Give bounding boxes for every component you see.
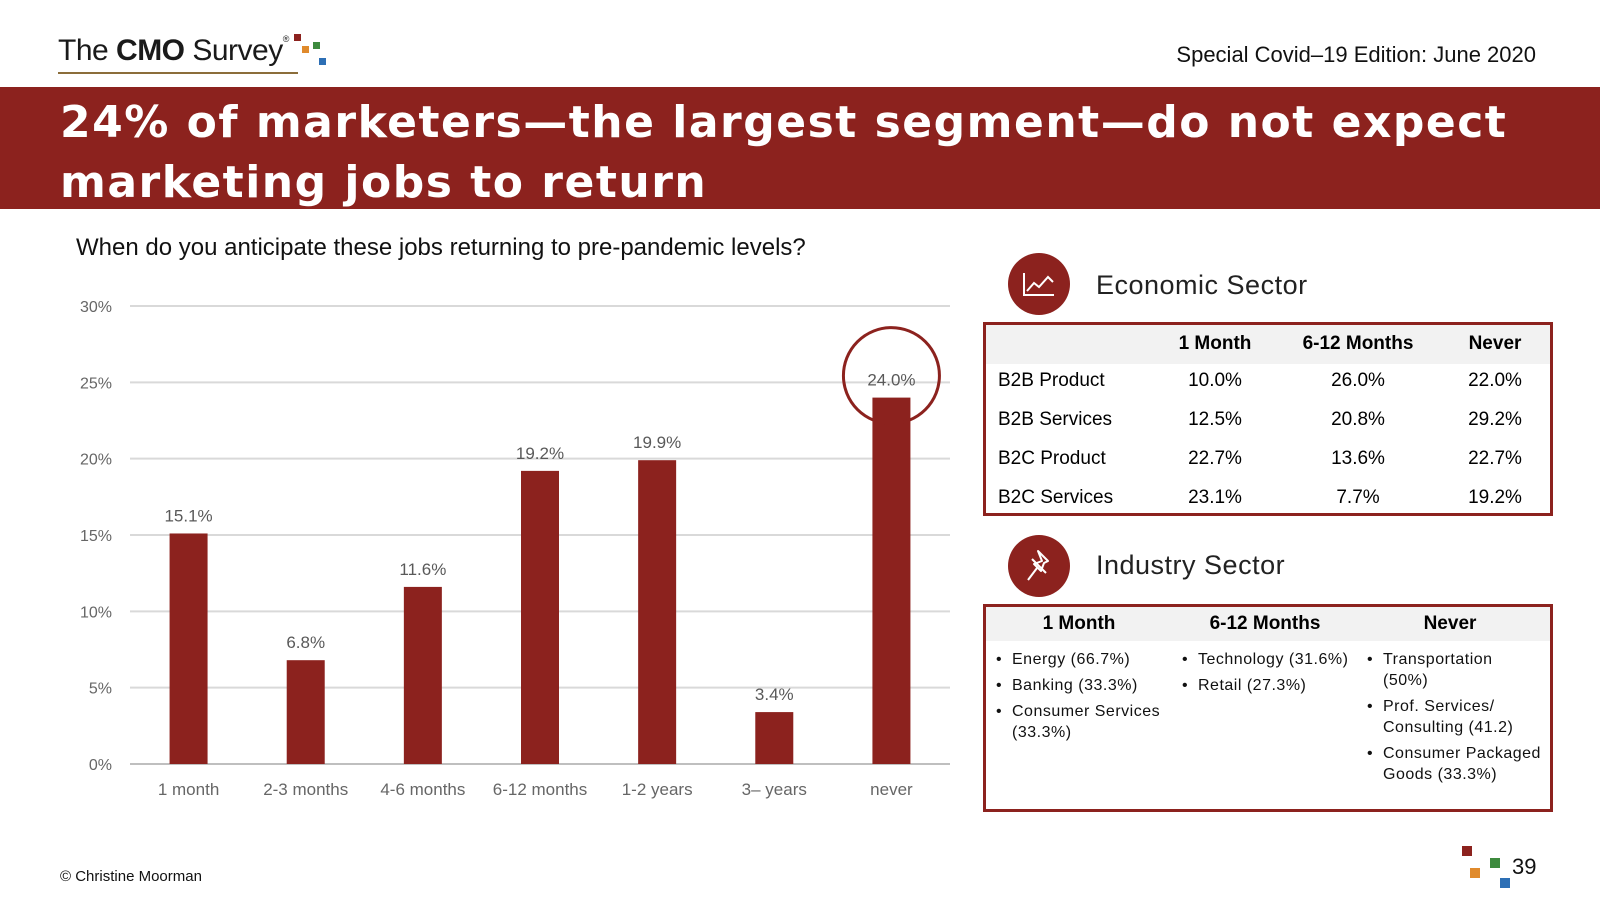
industry-list-item: Consumer Services (33.3%): [996, 701, 1171, 743]
bar: [638, 460, 677, 764]
copyright: © Christine Moorman: [60, 868, 202, 885]
economic-cell: 12.5%: [1188, 409, 1242, 430]
economic-row-label: B2B Product: [998, 370, 1105, 391]
economic-cell: 13.6%: [1331, 448, 1385, 469]
x-tick-label: 1 month: [158, 780, 219, 799]
economic-cell: 29.2%: [1468, 409, 1522, 430]
industry-sector-table: 1 Month 6-12 Months Never Energy (66.7%) Ban…: [983, 604, 1553, 812]
data-label: 3.4%: [755, 685, 794, 704]
page-number: 39: [1512, 854, 1537, 879]
logo-wordmark: The CMO Survey®: [58, 34, 289, 67]
bar: [403, 586, 442, 764]
data-label: 11.6%: [399, 560, 446, 579]
y-tick-label: 15%: [80, 528, 112, 545]
industry-list: Energy (66.7%) Banking (33.3%) Consumer Se…: [996, 649, 1171, 748]
industry-list-item: Consumer Packaged Goods (33.3%): [1367, 743, 1542, 785]
y-tick-label: 25%: [80, 375, 112, 392]
industry-sector-title: Industry Sector: [1096, 550, 1286, 580]
page-title: 24% of marketers—the largest segment—do …: [60, 97, 1508, 208]
industry-col-header: Never: [1423, 613, 1477, 634]
highlight-circle: [841, 326, 941, 426]
logo-square-red: [294, 34, 301, 41]
data-label: 6.8%: [286, 633, 325, 652]
y-tick-label: 5%: [89, 681, 112, 698]
data-label: 19.9%: [633, 433, 681, 452]
economic-table-header: [986, 325, 1550, 364]
economic-col-header: 1 Month: [1178, 333, 1252, 354]
economic-row-label: B2B Services: [998, 409, 1113, 430]
title-banner: 24% of marketers—the largest segment—do …: [0, 87, 1600, 209]
x-tick-label: 2-3 months: [263, 780, 348, 799]
industry-col-header: 1 Month: [1042, 613, 1116, 634]
edition-label: Special Covid–19 Edition: June 2020: [1176, 42, 1536, 67]
economic-row-label: B2C Services: [998, 487, 1114, 508]
data-label: 15.1%: [164, 506, 212, 525]
economic-col-header: Never: [1468, 333, 1522, 354]
economic-row-label: B2C Product: [998, 448, 1106, 469]
x-tick-label: 3– years: [742, 780, 807, 799]
bar: [286, 660, 325, 764]
economic-cell: 22.7%: [1468, 448, 1522, 469]
economic-col-header: 6-12 Months: [1302, 333, 1414, 354]
industry-col-header: 6-12 Months: [1209, 613, 1321, 634]
industry-list-item: Transportation (50%): [1367, 649, 1542, 691]
industry-list: Transportation (50%) Prof. Services/ Cons…: [1367, 649, 1542, 790]
industry-list-item: Retail (27.3%): [1182, 675, 1357, 696]
y-tick-label: 30%: [80, 299, 112, 316]
bar: [169, 533, 208, 764]
data-label: 19.2%: [516, 444, 564, 463]
industry-list: Technology (31.6%) Retail (27.3%): [1182, 649, 1357, 701]
survey-question: When do you anticipate these jobs return…: [76, 234, 806, 261]
economic-sector-table: 1 Month 6-12 Months Never B2B Product 10.0% 2…: [983, 322, 1553, 516]
economic-cell: 22.7%: [1188, 448, 1242, 469]
y-tick-label: 0%: [89, 757, 112, 774]
footer-square-orange: [1470, 868, 1480, 878]
x-tick-label: 1-2 years: [622, 780, 693, 799]
economic-cell: 23.1%: [1188, 487, 1242, 508]
footer-square-red: [1462, 846, 1472, 856]
economic-cell: 20.8%: [1331, 409, 1385, 430]
industry-table-header: [986, 607, 1550, 641]
cmo-survey-logo: The CMO Survey®: [58, 34, 358, 74]
y-tick-label: 10%: [80, 604, 112, 621]
pushpin-icon: [1008, 535, 1070, 597]
logo-square-blue: [319, 58, 326, 65]
industry-list-item: Energy (66.7%): [996, 649, 1171, 670]
line-chart-icon: [1008, 253, 1070, 315]
economic-cell: 26.0%: [1331, 370, 1385, 391]
economic-cell: 7.7%: [1336, 487, 1380, 508]
logo-square-green: [313, 42, 320, 49]
bar: [872, 397, 911, 764]
y-tick-label: 20%: [80, 452, 112, 469]
economic-sector-title: Economic Sector: [1096, 270, 1308, 300]
x-tick-label: never: [870, 780, 913, 799]
bar: [755, 712, 794, 764]
data-label: 24.0%: [867, 371, 915, 390]
footer-square-green: [1490, 858, 1500, 868]
industry-list-item: Prof. Services/ Consulting (41.2): [1367, 696, 1542, 738]
economic-cell: 10.0%: [1188, 370, 1242, 391]
industry-list-item: Banking (33.3%): [996, 675, 1171, 696]
industry-list-item: Technology (31.6%): [1182, 649, 1357, 670]
bar-chart: 0% 5% 10% 15% 20% 25% 30% 15.1% 1 month 6.8% 2-3 m…: [80, 299, 950, 799]
x-tick-label: 4-6 months: [380, 780, 465, 799]
bar: [521, 470, 559, 764]
x-tick-label: 6-12 months: [493, 780, 588, 799]
economic-cell: 22.0%: [1468, 370, 1522, 391]
footer-square-blue: [1500, 878, 1510, 888]
economic-cell: 19.2%: [1468, 487, 1522, 508]
logo-underline: [58, 72, 298, 74]
logo-square-orange: [302, 46, 309, 53]
